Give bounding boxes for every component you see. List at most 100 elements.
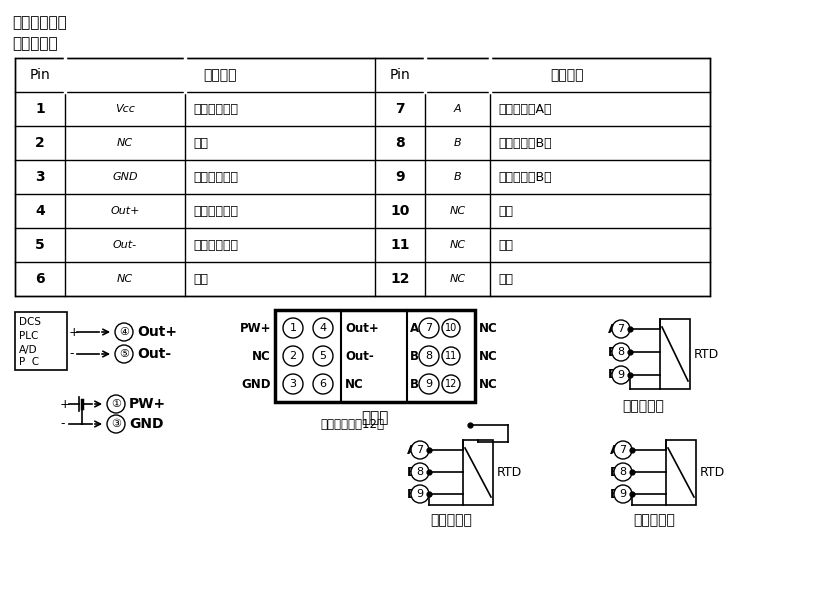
Text: -: - [60, 418, 65, 431]
Text: +: + [69, 325, 80, 339]
Text: 8: 8 [417, 467, 423, 477]
Text: 空脚: 空脚 [193, 137, 208, 150]
Text: NC: NC [479, 349, 498, 362]
Text: GND: GND [112, 172, 138, 182]
Text: 11: 11 [390, 238, 410, 252]
Text: A: A [608, 323, 618, 336]
Bar [463, 440, 493, 505]
Text: ④: ④ [119, 327, 129, 337]
Text: 空脚: 空脚 [498, 205, 513, 217]
Bar [660, 319, 690, 389]
Text: Vcc: Vcc [115, 104, 135, 114]
Text: A: A [610, 444, 620, 456]
Bar [15, 58, 710, 296]
Circle shape [442, 347, 460, 365]
Text: NC: NC [117, 138, 133, 148]
Text: 7: 7 [619, 445, 627, 455]
Circle shape [115, 345, 133, 363]
Text: 空脚: 空脚 [498, 238, 513, 251]
Circle shape [115, 323, 133, 341]
Text: 8: 8 [619, 467, 627, 477]
Text: Pin: Pin [30, 68, 51, 82]
Circle shape [614, 463, 632, 481]
Circle shape [283, 318, 303, 338]
Text: NC: NC [449, 240, 466, 250]
Circle shape [419, 346, 439, 366]
Text: B: B [410, 378, 419, 391]
Text: NC: NC [449, 206, 466, 216]
Text: NC: NC [117, 274, 133, 284]
Text: PW+: PW+ [129, 397, 166, 411]
Text: 空脚: 空脚 [498, 272, 513, 285]
Text: 10: 10 [445, 323, 457, 333]
Text: 产品接线图：: 产品接线图： [12, 15, 66, 30]
Text: 辅助电源负端: 辅助电源负端 [193, 171, 238, 184]
Text: Out-: Out- [345, 349, 374, 362]
Text: 7: 7 [426, 323, 432, 333]
Circle shape [411, 441, 429, 459]
Text: 8: 8 [395, 136, 405, 150]
Text: ③: ③ [111, 419, 121, 429]
Circle shape [614, 485, 632, 503]
Text: 两线热电阻: 两线热电阻 [633, 513, 675, 527]
Text: Out+: Out+ [137, 325, 177, 339]
Text: B: B [407, 487, 417, 500]
Text: Out+: Out+ [345, 322, 378, 334]
Circle shape [313, 374, 333, 394]
Circle shape [313, 346, 333, 366]
Circle shape [612, 320, 630, 338]
Circle shape [107, 415, 125, 433]
Text: ①: ① [111, 399, 121, 409]
Text: 空脚: 空脚 [193, 272, 208, 285]
Bar [275, 310, 475, 402]
Text: Out+: Out+ [110, 206, 139, 216]
Text: A: A [410, 322, 419, 334]
Text: 11: 11 [445, 351, 457, 361]
Text: GND: GND [129, 417, 164, 431]
Text: B: B [454, 172, 461, 182]
Bar [15, 312, 67, 370]
Text: 1: 1 [35, 102, 45, 116]
Circle shape [283, 374, 303, 394]
Text: NC: NC [479, 322, 498, 334]
Text: 8: 8 [618, 347, 624, 357]
Text: NC: NC [345, 378, 364, 391]
Text: 热电阻输入A端: 热电阻输入A端 [498, 102, 551, 116]
Text: 4: 4 [320, 323, 326, 333]
Text: 1: 1 [290, 323, 296, 333]
Text: PW+: PW+ [240, 322, 271, 334]
Text: NC: NC [449, 274, 466, 284]
Text: RTD: RTD [700, 466, 725, 479]
Circle shape [442, 375, 460, 393]
Text: 7: 7 [417, 445, 423, 455]
Text: 10: 10 [390, 204, 410, 218]
Text: 5: 5 [320, 351, 326, 361]
Text: 输出信号负端: 输出信号负端 [193, 238, 238, 251]
Circle shape [612, 366, 630, 384]
Text: Pin: Pin [389, 68, 410, 82]
Circle shape [419, 374, 439, 394]
Text: DCS: DCS [19, 317, 41, 327]
Text: 不用接或接到12脚: 不用接或接到12脚 [320, 418, 384, 431]
Text: B: B [610, 487, 619, 500]
Text: B: B [608, 368, 618, 381]
Text: B: B [610, 466, 619, 479]
Text: B: B [410, 349, 419, 362]
Circle shape [313, 318, 333, 338]
Text: +: + [60, 397, 71, 410]
Text: 8: 8 [426, 351, 432, 361]
Text: 引脚功能: 引脚功能 [551, 68, 584, 82]
Text: A: A [407, 444, 417, 456]
Text: A: A [454, 104, 461, 114]
Circle shape [411, 463, 429, 481]
Text: 3: 3 [290, 379, 296, 389]
Text: 热电阻输入B端: 热电阻输入B端 [498, 137, 552, 150]
Text: P  C: P C [19, 357, 39, 367]
Text: 2: 2 [290, 351, 296, 361]
Text: 12: 12 [445, 379, 457, 389]
Text: 热电阻输入B端: 热电阻输入B端 [498, 171, 552, 184]
Text: NC: NC [479, 378, 498, 391]
Bar [666, 440, 696, 505]
Text: 6: 6 [35, 272, 45, 286]
Text: 引脚定义：: 引脚定义： [12, 36, 57, 51]
